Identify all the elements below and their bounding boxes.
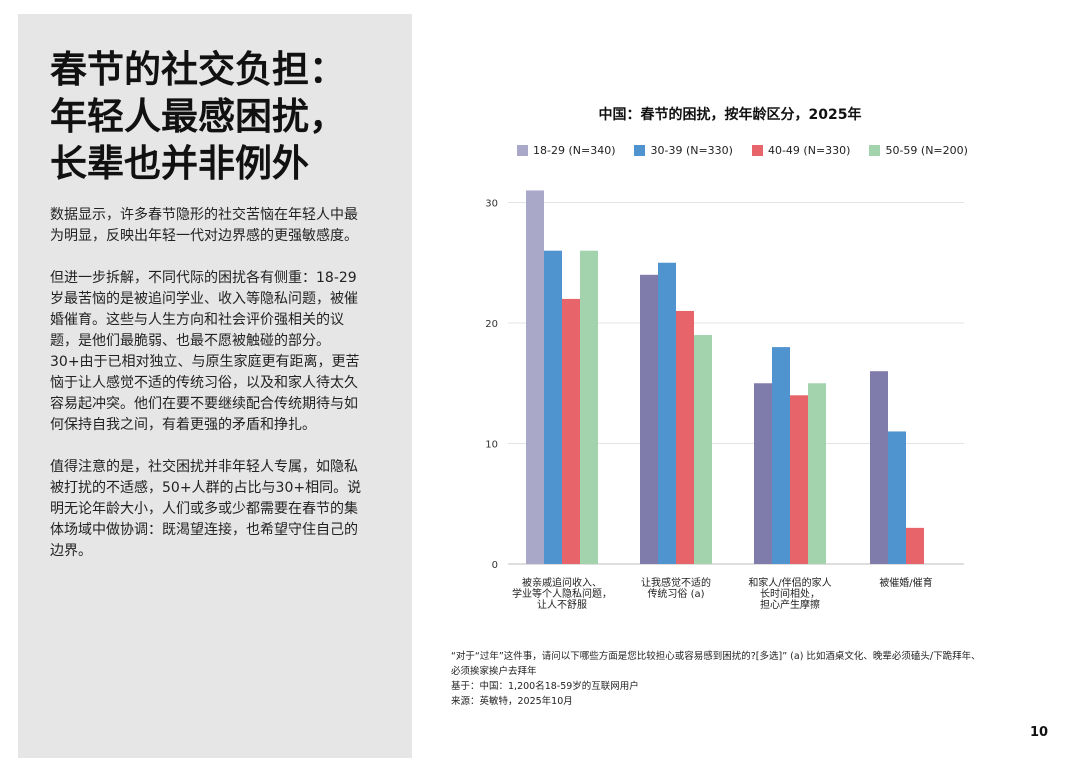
bar-series4-cat2 [694, 335, 712, 564]
bar-series1-cat1 [526, 190, 544, 564]
chart-title: 中国：春节的困扰，按年龄区分，2025年 [598, 107, 862, 123]
footnote-source: 来源：英敏特，2025年10月 [451, 696, 573, 707]
bar-series4-cat3 [808, 383, 826, 564]
page-number: 10 [1030, 725, 1049, 740]
bar-series2-cat3 [772, 347, 790, 564]
x-category-label-4: 被催婚/催育 [879, 576, 932, 589]
footnote-question-cont: 必须挨家挨户去拜年 [451, 666, 537, 677]
bar-series2-cat1 [544, 250, 562, 564]
bar-series3-cat4 [906, 527, 924, 564]
headline-line-3: 长辈也并非例外 [50, 142, 309, 185]
headline-line-2: 年轻人最感困扰， [50, 95, 346, 138]
footnotes: “对于“过年”这件事，请问以下哪些方面是您比较担心或容易感到困扰的?[多选]” … [451, 649, 1011, 709]
bar-series1-cat3 [754, 383, 772, 564]
headline-line-1: 春节的社交负担： [50, 48, 346, 91]
bar-series3-cat1 [562, 298, 580, 564]
y-tick-label-10: 10 [485, 440, 498, 451]
x-category-label-3: 和家人/伴侣的家人长时间相处，担心产生摩擦 [748, 576, 831, 611]
legend-swatch-18-29 [517, 144, 528, 156]
bar-series3-cat2 [676, 310, 694, 564]
legend-item-50-59: 50-59 (N=200) [869, 142, 968, 158]
left-panel [18, 14, 412, 758]
headline: 春节的社交负担： 年轻人最感困扰， 长辈也并非例外 [50, 46, 380, 187]
bar-chart: 0 10 20 30 被亲戚追问收入、学业等个人隐私问题，让人不舒服 让我感觉不适的传统习… [485, 190, 964, 611]
legend-label-40-49: 40-49 (N=330) [767, 143, 851, 157]
bar-series1-cat4 [870, 371, 888, 564]
bar-series3-cat3 [790, 395, 808, 564]
legend-label-50-59: 50-59 (N=200) [885, 143, 968, 157]
legend-swatch-40-49 [751, 144, 763, 156]
y-tick-label-0: 0 [492, 560, 498, 571]
footnote-question: “对于“过年”这件事，请问以下哪些方面是您比较担心或容易感到困扰的?[多选]” … [451, 651, 981, 662]
legend-swatch-30-39 [634, 144, 646, 156]
x-category-label-2: 让我感觉不适的传统习俗 (a) [641, 576, 711, 600]
chart-legend: 18-29 (N=340) 30-39 (N=330) 40-49 (N=330… [517, 142, 987, 158]
body-text: 数据显示，许多春节隐形的社交苦恼在年轻人中最为明显，反映出年轻一代对边界感的更强… [50, 205, 362, 583]
bar-series2-cat4 [888, 431, 906, 564]
y-tick-label-30: 30 [485, 199, 498, 210]
paragraph-3: 值得注意的是，社交困扰并非年轻人专属，如隐私被打扰的不适感，50+人群的占比与3… [50, 459, 362, 559]
legend-item-30-39: 30-39 (N=330) [634, 142, 733, 158]
legend-item-40-49: 40-49 (N=330) [751, 142, 851, 158]
legend-label-18-29: 18-29 (N=340) [533, 143, 616, 157]
paragraph-2: 但进一步拆解，不同代际的困扰各有侧重：18-29岁最苦恼的是被追问学业、收入等隐… [50, 270, 360, 433]
legend-label-30-39: 30-39 (N=330) [650, 143, 733, 157]
x-category-label-1: 被亲戚追问收入、学业等个人隐私问题，让人不舒服 [512, 576, 612, 611]
bar-series4-cat1 [580, 250, 598, 564]
paragraph-1: 数据显示，许多春节隐形的社交苦恼在年轻人中最为明显，反映出年轻一代对边界感的更强… [50, 207, 358, 244]
y-tick-label-20: 20 [485, 319, 498, 330]
bar-series1-cat2 [640, 274, 658, 564]
legend-item-18-29: 18-29 (N=340) [517, 142, 615, 158]
bar-series2-cat2 [658, 262, 676, 564]
legend-swatch-50-59 [869, 144, 881, 156]
footnote-base: 基于：中国：1,200名18-59岁的互联网用户 [451, 681, 639, 692]
